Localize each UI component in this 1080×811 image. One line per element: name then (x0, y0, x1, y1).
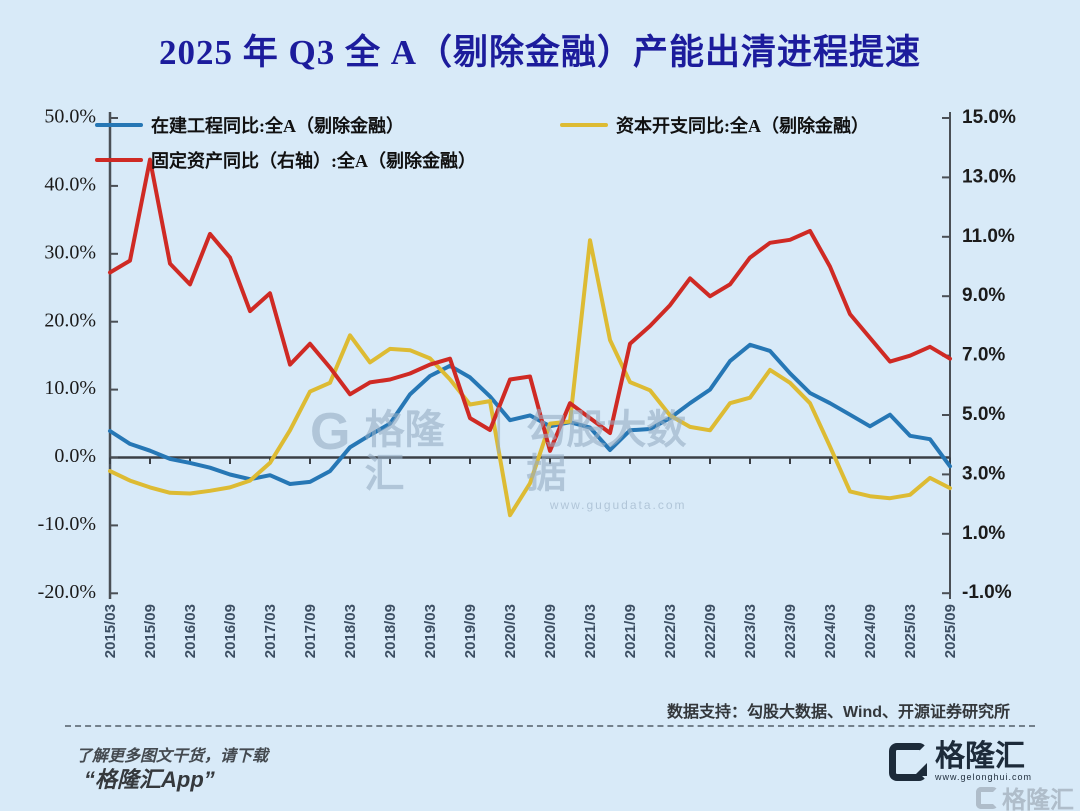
gelonghui-logo: 格隆汇 www.gelonghui.com (888, 740, 1032, 782)
x-axis-label: 2017/09 (302, 604, 319, 658)
left-axis-label: 50.0% (44, 106, 96, 128)
right-axis-label: 3.0% (962, 463, 1005, 484)
left-axis-label: -10.0% (38, 513, 96, 535)
x-axis-label: 2018/09 (382, 604, 399, 658)
x-axis-label: 2019/09 (462, 604, 479, 658)
x-axis-label: 2025/09 (942, 604, 959, 658)
series-line-2 (108, 157, 952, 453)
legend-swatch-yellow (560, 123, 608, 127)
series-line-1 (108, 238, 952, 518)
left-axis-label: 20.0% (44, 309, 96, 331)
x-axis-label: 2017/03 (262, 604, 279, 658)
right-axis-label: -1.0% (962, 582, 1012, 603)
left-axis-label: 40.0% (44, 173, 96, 195)
right-axis-label: 5.0% (962, 404, 1005, 425)
x-axis-label: 2018/03 (342, 604, 359, 658)
right-axis-label: 13.0% (962, 166, 1016, 187)
gelonghui-logo-text: 格隆汇 (934, 740, 1025, 773)
left-axis-label: 0.0% (54, 445, 96, 467)
x-axis-label: 2022/09 (702, 604, 719, 658)
left-axis-label: -20.0% (38, 581, 96, 603)
x-axis-label: 2021/09 (622, 604, 639, 658)
corner-watermark-text: 格隆汇 (1002, 787, 1074, 811)
x-axis-label: 2023/09 (782, 604, 799, 658)
promo-text: 了解更多图文干货，请下载 (76, 748, 269, 765)
promo-app-name: “格隆汇App” (84, 767, 215, 792)
x-axis-label: 2015/03 (102, 604, 119, 658)
x-axis-label: 2016/03 (182, 604, 199, 658)
x-axis-label: 2021/03 (582, 604, 599, 658)
x-axis-label: 2023/03 (742, 604, 759, 658)
x-axis-label: 2015/09 (142, 604, 159, 658)
data-source-note: 数据支持：勾股大数据、Wind、开源证券研究所 (667, 704, 1010, 721)
x-axis-label: 2022/03 (662, 604, 679, 658)
legend-label-fixed-assets: 固定资产同比（右轴）:全A（剔除金融） (151, 151, 476, 171)
x-axis-label: 2019/03 (422, 604, 439, 658)
right-axis-label: 11.0% (962, 226, 1015, 247)
footer-divider (65, 725, 1035, 727)
x-axis-label: 2016/09 (222, 604, 239, 658)
legend-label-capex: 资本开支同比:全A（剔除金融） (616, 116, 869, 136)
corner-watermark-g-icon (976, 786, 998, 809)
legend-item-fixed-assets: 固定资产同比（右轴）:全A（剔除金融） (95, 147, 476, 173)
x-axis-label: 2020/09 (542, 604, 559, 658)
legend-swatch-red (95, 158, 143, 162)
legend-item-capex: 资本开支同比:全A（剔除金融） (560, 112, 869, 138)
gelonghui-logo-url: www.gelonghui.com (934, 772, 1032, 782)
x-axis-label: 2020/03 (502, 604, 519, 658)
right-axis-label: 15.0% (962, 107, 1016, 128)
right-axis-label: 1.0% (962, 523, 1005, 544)
legend-item-construction: 在建工程同比:全A（剔除金融） (95, 112, 404, 138)
legend-swatch-blue (95, 123, 143, 127)
left-axis-label: 30.0% (44, 241, 96, 263)
x-axis-label: 2024/03 (822, 604, 839, 658)
chart-title: 2025 年 Q3 全 A（剔除金融）产能出清进程提速 (158, 33, 921, 72)
x-axis-label: 2025/03 (902, 604, 919, 658)
legend-label-construction: 在建工程同比:全A（剔除金融） (151, 116, 404, 136)
series-line-0 (108, 342, 952, 486)
corner-watermark: 格隆汇 (976, 780, 1074, 811)
gelonghui-g-icon (888, 743, 927, 781)
right-axis-label: 9.0% (962, 285, 1005, 306)
right-axis-label: 7.0% (962, 345, 1005, 366)
x-axis-label: 2024/09 (862, 604, 879, 658)
line-chart: 50.0% 40.0% 30.0% 20.0% 10.0% 0.0% -10.0% -20.0… (38, 106, 1016, 659)
left-axis-label: 10.0% (44, 377, 96, 399)
